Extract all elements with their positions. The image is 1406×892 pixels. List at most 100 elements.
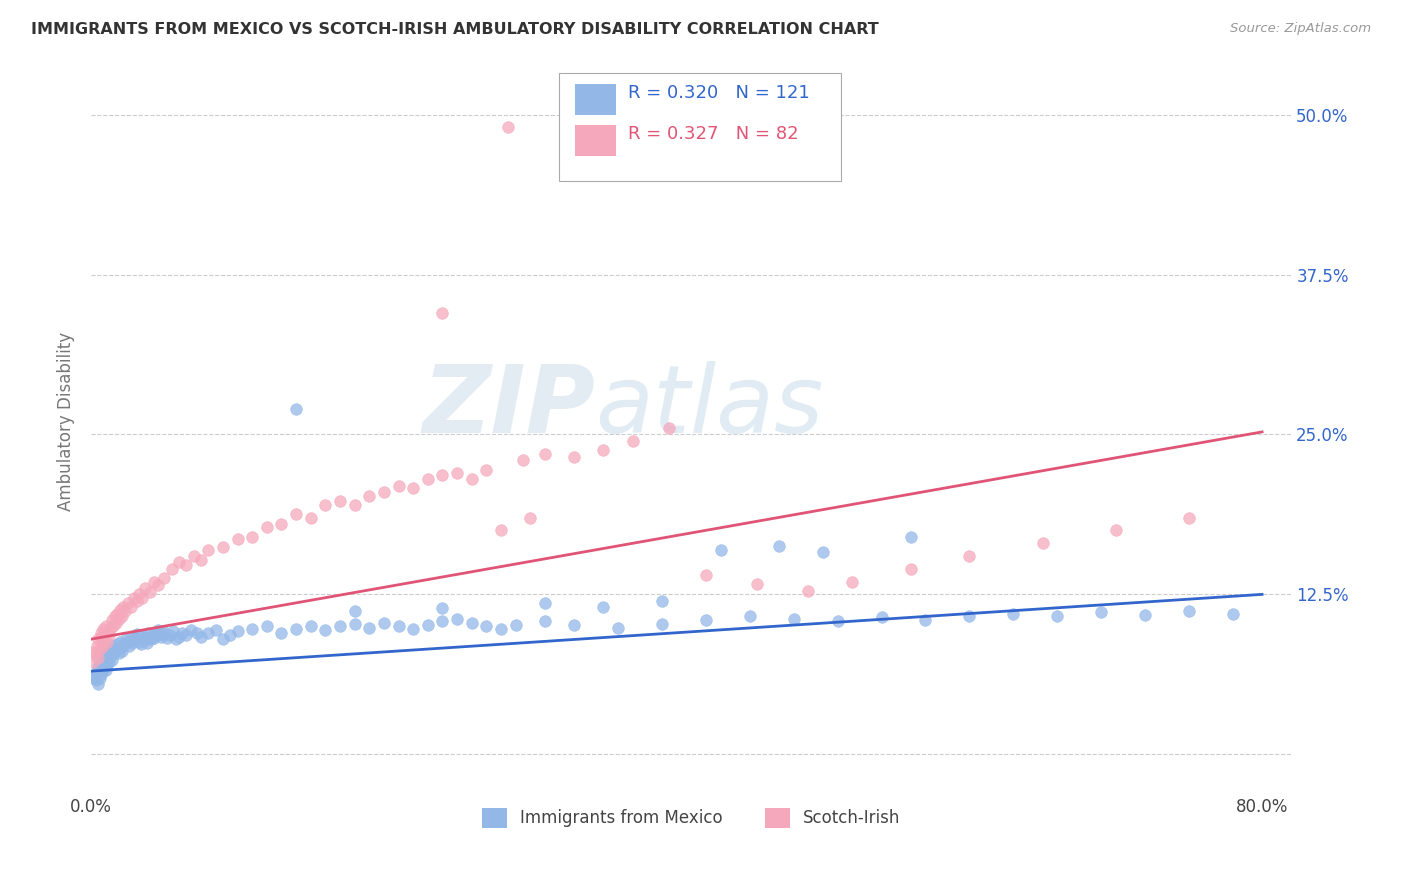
Point: [387, 619, 409, 633]
Point: [103, 645, 125, 659]
Point: [117, 596, 139, 610]
Point: [96, 657, 118, 672]
Point: [114, 604, 136, 618]
Point: [162, 624, 184, 639]
Point: [120, 600, 142, 615]
Point: [314, 498, 336, 512]
Point: [1031, 536, 1053, 550]
Point: [475, 463, 498, 477]
Point: [153, 571, 176, 585]
FancyBboxPatch shape: [575, 125, 616, 156]
Point: [107, 607, 129, 621]
Point: [1222, 607, 1244, 621]
Legend: Immigrants from Mexico, Scotch-Irish: Immigrants from Mexico, Scotch-Irish: [474, 799, 908, 837]
Point: [134, 581, 156, 595]
Point: [914, 613, 936, 627]
Point: [174, 628, 197, 642]
Point: [174, 558, 197, 572]
Point: [387, 478, 409, 492]
Point: [124, 631, 146, 645]
Point: [183, 549, 205, 563]
Point: [100, 613, 122, 627]
Point: [651, 616, 673, 631]
Point: [96, 645, 118, 659]
Point: [143, 631, 166, 645]
Point: [141, 632, 163, 647]
Point: [108, 646, 131, 660]
Point: [197, 625, 219, 640]
Point: [131, 628, 153, 642]
Point: [190, 630, 212, 644]
Point: [138, 630, 160, 644]
Point: [110, 603, 132, 617]
Text: R = 0.327   N = 82: R = 0.327 N = 82: [627, 125, 799, 143]
Point: [97, 628, 120, 642]
Point: [460, 615, 482, 630]
Point: [870, 610, 893, 624]
Point: [146, 628, 169, 642]
Text: atlas: atlas: [595, 361, 824, 452]
Point: [160, 562, 183, 576]
Point: [101, 619, 124, 633]
Point: [93, 632, 115, 647]
Point: [87, 660, 110, 674]
Point: [299, 619, 322, 633]
Point: [86, 639, 108, 653]
Point: [105, 615, 128, 630]
Point: [270, 516, 292, 531]
Point: [91, 664, 114, 678]
Point: [695, 613, 717, 627]
Point: [957, 549, 980, 563]
Point: [129, 637, 152, 651]
Point: [256, 519, 278, 533]
Point: [132, 631, 155, 645]
Point: [446, 612, 468, 626]
Text: IMMIGRANTS FROM MEXICO VS SCOTCH-IRISH AMBULATORY DISABILITY CORRELATION CHART: IMMIGRANTS FROM MEXICO VS SCOTCH-IRISH A…: [31, 22, 879, 37]
Point: [105, 642, 128, 657]
Point: [112, 639, 135, 653]
Point: [768, 539, 790, 553]
Point: [1090, 605, 1112, 619]
Point: [562, 450, 585, 465]
Point: [107, 637, 129, 651]
Point: [658, 421, 681, 435]
Point: [285, 622, 308, 636]
Point: [695, 568, 717, 582]
Point: [1105, 524, 1128, 538]
Point: [651, 594, 673, 608]
Point: [489, 622, 512, 636]
Point: [165, 632, 187, 647]
FancyBboxPatch shape: [575, 84, 616, 115]
Point: [87, 651, 110, 665]
Point: [152, 624, 174, 639]
Point: [101, 639, 124, 653]
Point: [94, 625, 117, 640]
Point: [89, 642, 111, 657]
Point: [534, 614, 557, 628]
Point: [120, 630, 142, 644]
Point: [135, 636, 157, 650]
Point: [212, 632, 235, 647]
Point: [957, 609, 980, 624]
Point: [709, 542, 731, 557]
Point: [94, 648, 117, 662]
Point: [607, 621, 630, 635]
Point: [125, 594, 148, 608]
Point: [783, 612, 806, 626]
Point: [90, 625, 112, 640]
Point: [111, 609, 134, 624]
Point: [827, 614, 849, 628]
Point: [84, 673, 107, 687]
Point: [592, 442, 614, 457]
Point: [110, 634, 132, 648]
Point: [86, 665, 108, 680]
Point: [153, 627, 176, 641]
Point: [150, 630, 173, 644]
Point: [432, 306, 454, 320]
Point: [138, 584, 160, 599]
Point: [128, 587, 150, 601]
Point: [512, 453, 534, 467]
Point: [115, 632, 138, 647]
Point: [108, 612, 131, 626]
Point: [343, 498, 366, 512]
